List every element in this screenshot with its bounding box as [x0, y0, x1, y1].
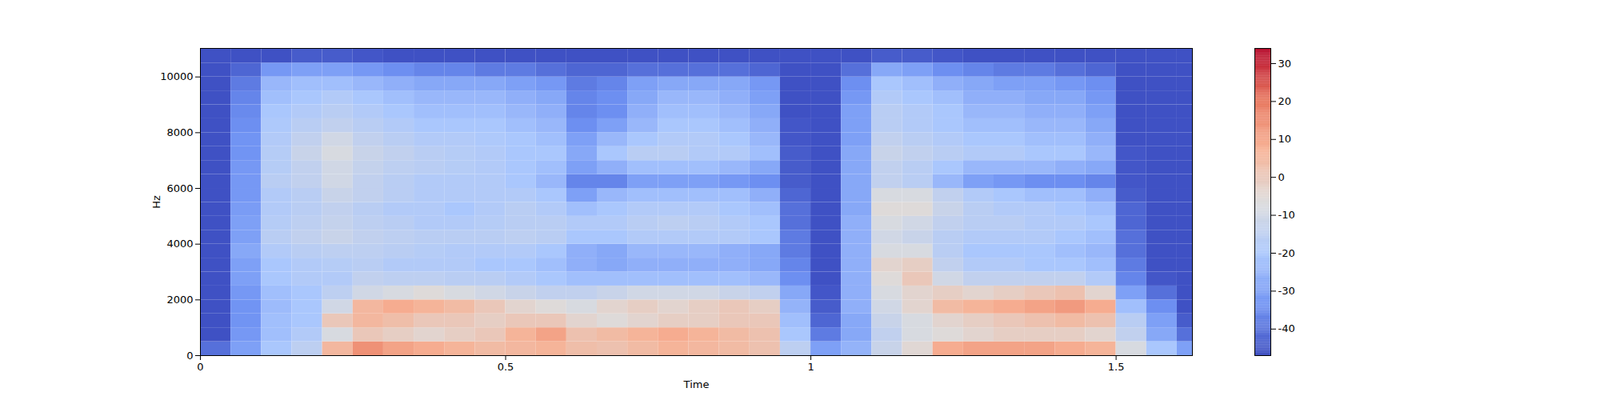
- svg-text:0: 0: [186, 349, 193, 362]
- svg-text:1.5: 1.5: [1108, 360, 1125, 373]
- svg-text:-40: -40: [1278, 322, 1296, 335]
- svg-text:30: 30: [1278, 57, 1292, 70]
- svg-text:4000: 4000: [166, 237, 193, 250]
- svg-text:-20: -20: [1278, 247, 1296, 260]
- svg-text:Time: Time: [683, 378, 710, 391]
- svg-text:0.5: 0.5: [497, 360, 515, 373]
- svg-text:0: 0: [196, 360, 204, 373]
- svg-text:1: 1: [807, 360, 814, 373]
- svg-text:-10: -10: [1278, 208, 1296, 221]
- svg-text:8000: 8000: [166, 126, 193, 139]
- svg-text:6000: 6000: [166, 182, 193, 195]
- svg-text:0: 0: [1278, 171, 1285, 184]
- svg-text:10000: 10000: [160, 70, 193, 83]
- svg-text:2000: 2000: [166, 293, 193, 306]
- svg-text:20: 20: [1278, 95, 1292, 108]
- svg-text:-30: -30: [1278, 284, 1296, 297]
- svg-text:10: 10: [1278, 132, 1292, 145]
- svg-text:Hz: Hz: [150, 195, 163, 209]
